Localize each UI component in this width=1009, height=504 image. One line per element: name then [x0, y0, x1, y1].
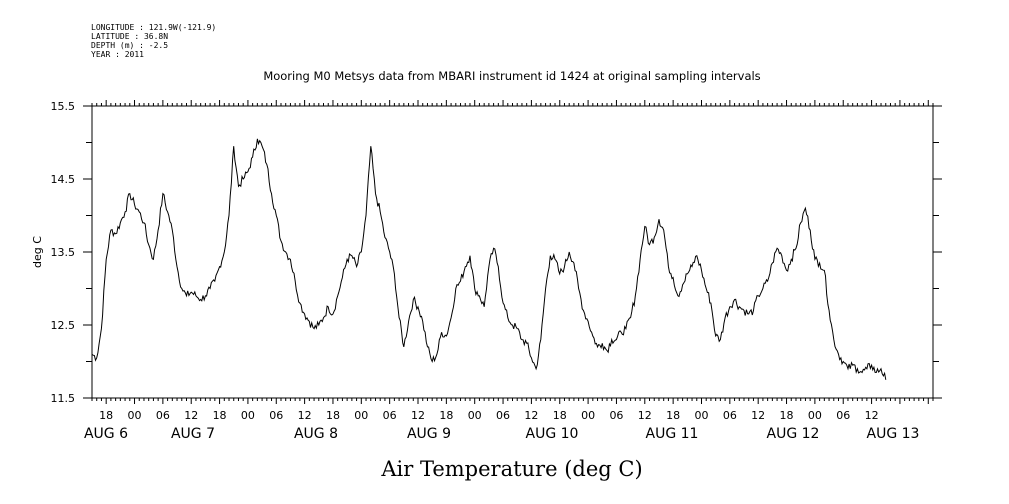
date-label: AUG 7 [171, 426, 215, 442]
x-tick-label: 06 [496, 409, 510, 422]
x-tick-label: 06 [609, 409, 623, 422]
chart-title: Mooring M0 Metsys data from MBARI instru… [263, 69, 760, 83]
date-label: AUG 13 [867, 426, 920, 442]
metadata-longitude: LONGITUDE : 121.9W(-121.9) [91, 23, 216, 32]
x-axis-title: Air Temperature (deg C) [380, 457, 642, 481]
x-tick-label: 00 [354, 409, 368, 422]
date-label: AUG 10 [526, 426, 579, 442]
date-label: AUG 12 [767, 426, 820, 442]
x-tick-label: 18 [553, 409, 567, 422]
metadata-year: YEAR : 2011 [91, 50, 144, 59]
y-tick-label: 14.5 [51, 173, 76, 186]
x-tick-label: 18 [99, 409, 113, 422]
date-label: AUG 6 [84, 426, 128, 442]
x-tick-label: 12 [524, 409, 538, 422]
y-tick-label: 13.5 [51, 246, 76, 259]
metadata-depth: DEPTH (m) : -2.5 [91, 41, 168, 50]
x-tick-label: 18 [666, 409, 680, 422]
x-tick-label: 06 [836, 409, 850, 422]
x-tick-label: 18 [780, 409, 794, 422]
y-tick-label: 12.5 [51, 319, 76, 332]
x-tick-label: 12 [751, 409, 765, 422]
x-tick-label: 12 [865, 409, 879, 422]
x-tick-label: 12 [411, 409, 425, 422]
x-tick-label: 12 [298, 409, 312, 422]
y-tick-label: 11.5 [51, 392, 76, 405]
y-tick-labels: 11.5 12.5 13.5 14.5 15.5 [51, 100, 76, 405]
x-tick-label: 06 [723, 409, 737, 422]
x-tick-label: 18 [326, 409, 340, 422]
x-tick-label: 12 [638, 409, 652, 422]
date-label: AUG 9 [407, 426, 451, 442]
x-tick-label: 06 [269, 409, 283, 422]
x-tick-label: 18 [213, 409, 227, 422]
x-tick-label: 12 [184, 409, 198, 422]
x-tick-label: 00 [241, 409, 255, 422]
x-tick-label: 00 [808, 409, 822, 422]
x-tick-label: 00 [581, 409, 595, 422]
y-axis-label: deg C [31, 236, 44, 268]
date-label: AUG 11 [646, 426, 699, 442]
x-tick-label: 00 [694, 409, 708, 422]
x-tick-label: 06 [383, 409, 397, 422]
metadata-latitude: LATITUDE : 36.8N [91, 32, 168, 41]
plot-frame [91, 105, 934, 399]
x-tick-label: 00 [128, 409, 142, 422]
x-tick-label: 06 [156, 409, 170, 422]
tick-marks [83, 100, 942, 404]
series-line-air-temperature [91, 138, 887, 380]
metadata-block: LONGITUDE : 121.9W(-121.9) LATITUDE : 36… [91, 23, 216, 59]
x-tick-labels: 18 00 06 12 18 00 06 12 18 00 06 12 18 00 06 12 18 00 06 12… [99, 409, 878, 422]
date-label: AUG 8 [294, 426, 338, 442]
y-tick-label: 15.5 [51, 100, 76, 113]
date-labels: AUG 6 AUG 7 AUG 8 AUG 9 AUG 10 AUG 11 AUG 12 AU… [84, 426, 919, 442]
x-tick-label: 00 [468, 409, 482, 422]
x-tick-label: 18 [439, 409, 453, 422]
